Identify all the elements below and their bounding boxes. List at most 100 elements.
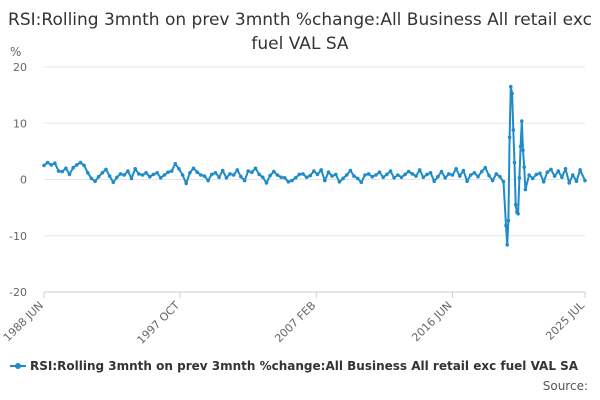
data-point (510, 91, 514, 96)
data-point (556, 169, 561, 173)
data-point (518, 144, 523, 149)
data-point (301, 172, 305, 176)
y-tick-label: 0 (20, 174, 27, 187)
x-tick-label: 1988 JUN (1, 299, 46, 344)
data-point (517, 176, 522, 180)
data-point (272, 169, 276, 174)
data-point (184, 181, 188, 186)
data-point (166, 170, 170, 174)
data-point (374, 173, 378, 177)
data-point (330, 174, 334, 178)
y-tick-label: -20 (9, 286, 27, 299)
data-point (275, 173, 280, 177)
data-point (370, 174, 375, 179)
data-point (100, 171, 105, 175)
data-point (144, 171, 148, 175)
data-point (78, 160, 83, 165)
data-point (53, 161, 57, 165)
data-point (527, 173, 531, 177)
data-point (282, 176, 287, 180)
x-tick-label: 2025 JUL (543, 298, 587, 342)
data-point (436, 174, 440, 179)
data-point (56, 169, 61, 173)
data-point (468, 173, 473, 177)
y-tick-label: -10 (9, 230, 27, 243)
data-point (158, 176, 163, 180)
data-point (392, 176, 396, 180)
data-point (107, 174, 112, 178)
data-point (523, 187, 528, 192)
data-point (425, 172, 429, 177)
data-point (552, 174, 557, 178)
data-point (199, 173, 203, 177)
data-point (315, 172, 320, 177)
data-point (71, 165, 75, 170)
data-point (487, 173, 491, 178)
data-point (308, 173, 313, 178)
data-point (67, 172, 72, 177)
data-point (326, 170, 331, 174)
data-point (511, 128, 516, 132)
data-point (428, 171, 433, 175)
data-point (439, 169, 444, 174)
data-point (239, 174, 243, 179)
data-point (96, 174, 101, 179)
data-point (461, 168, 466, 173)
data-point (191, 166, 196, 171)
data-point (454, 167, 458, 171)
data-point (538, 171, 542, 176)
data-point (75, 163, 79, 167)
y-tick-label: 20 (13, 61, 27, 74)
data-point (341, 176, 345, 181)
data-point (111, 180, 116, 185)
data-point (417, 168, 422, 172)
data-point (498, 174, 502, 179)
data-point (388, 169, 393, 173)
data-point (210, 172, 214, 177)
legend[interactable]: RSI:Rolling 3mnth on prev 3mnth %change:… (10, 359, 578, 373)
data-point (297, 172, 302, 177)
chart-title: RSI:Rolling 3mnth on prev 3mnth %change:… (8, 10, 592, 54)
data-point (490, 178, 495, 183)
data-point (220, 168, 225, 173)
data-point (545, 170, 550, 174)
data-point (506, 218, 511, 223)
data-point (180, 173, 185, 177)
legend-series-label: RSI:Rolling 3mnth on prev 3mnth %change:… (30, 359, 579, 373)
data-point (443, 176, 448, 180)
data-point (60, 169, 64, 174)
data-point (432, 179, 437, 183)
data-point (86, 171, 90, 175)
data-point (507, 135, 512, 140)
data-point (42, 163, 46, 168)
data-point (348, 168, 353, 173)
data-point (494, 172, 499, 176)
data-point (337, 180, 342, 184)
data-point (359, 180, 364, 185)
data-point (483, 165, 488, 170)
data-point (334, 172, 338, 177)
data-point (352, 174, 356, 178)
data-point (560, 175, 564, 180)
data-point (363, 173, 367, 177)
data-point (293, 176, 298, 180)
data-point (522, 165, 526, 169)
data-point (509, 84, 513, 89)
data-point (534, 172, 539, 177)
data-point (231, 173, 236, 177)
data-point (323, 178, 327, 183)
data-point (583, 178, 587, 183)
data-point (126, 169, 130, 173)
data-point (304, 175, 309, 180)
data-point (465, 179, 469, 183)
x-tick-label: 2016 JUN (409, 299, 454, 344)
data-point (381, 175, 386, 180)
data-point (148, 174, 152, 179)
data-point (549, 167, 553, 172)
legend-series-marker-icon (10, 361, 26, 371)
data-point (366, 172, 371, 176)
data-point (450, 173, 455, 177)
data-point (312, 169, 316, 173)
data-point (541, 180, 546, 184)
